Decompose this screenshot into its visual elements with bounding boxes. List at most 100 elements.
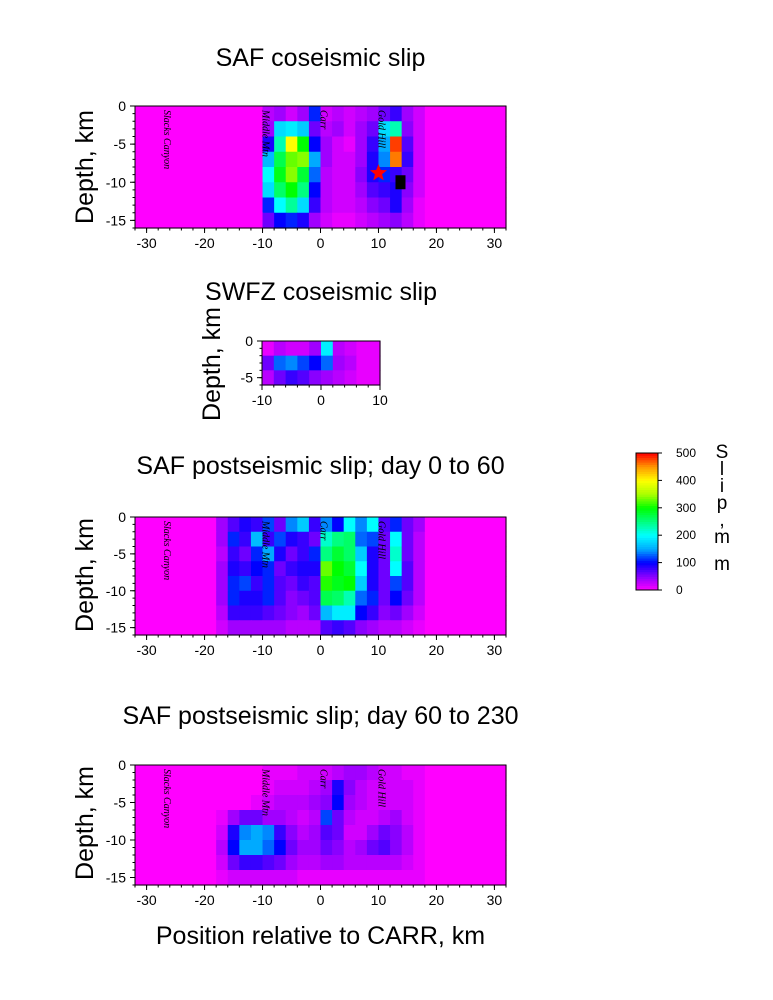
heatmap-cell — [239, 825, 252, 841]
heatmap-cell — [448, 795, 461, 811]
heatmap-cell — [216, 106, 229, 122]
heatmap-cell — [436, 780, 449, 796]
heatmap-cell — [471, 810, 484, 826]
heatmap-cell — [158, 167, 171, 183]
heatmap-cell — [424, 167, 438, 183]
heatmap-cell — [169, 167, 182, 183]
heatmap-cell — [482, 620, 495, 636]
heatmap-cell — [192, 795, 206, 811]
heatmap-cell — [459, 870, 472, 886]
heatmap-cell — [482, 765, 495, 781]
heatmap-cell — [239, 212, 252, 229]
heatmap-cell — [135, 136, 148, 153]
heatmap-cell — [413, 810, 426, 826]
heatmap-cell — [482, 121, 495, 138]
heatmap-cell — [169, 855, 182, 871]
heatmap-cell — [366, 870, 380, 886]
heatmap-cell — [355, 182, 368, 199]
heatmap-cell — [355, 855, 368, 871]
heatmap-cell — [413, 561, 426, 577]
colorbar-segment — [636, 473, 658, 477]
heatmap-cell — [227, 212, 240, 229]
heatmap-cell — [355, 517, 368, 533]
heatmap-cell — [413, 840, 426, 856]
heatmap-cell — [459, 855, 472, 871]
heatmap-cell — [204, 765, 217, 781]
heatmap-cell — [250, 212, 264, 229]
heatmap-cell — [378, 590, 391, 607]
heatmap-cell — [471, 825, 484, 841]
heatmap-cell — [390, 840, 403, 856]
heatmap-cell — [424, 561, 438, 577]
colorbar-segment — [636, 462, 658, 465]
heatmap-cell — [192, 546, 206, 562]
heatmap-cell — [192, 561, 206, 577]
heatmap-cell — [366, 561, 380, 577]
heatmap-cell — [192, 531, 206, 548]
heatmap-cell — [239, 810, 252, 826]
heatmap-cell — [413, 855, 426, 871]
heatmap-cell — [204, 561, 217, 577]
heatmap-cell — [436, 590, 449, 607]
heatmap-cell — [459, 531, 472, 548]
heatmap-cell — [227, 840, 240, 856]
y-axis-label: Depth, km — [71, 110, 99, 224]
colorbar-segment — [636, 580, 658, 584]
heatmap-cell — [262, 561, 275, 577]
heatmap-cell — [250, 590, 264, 607]
heatmap-cell — [308, 546, 322, 562]
colorbar-segment — [636, 528, 658, 532]
heatmap-cell — [482, 167, 495, 183]
x-tick-label: 30 — [487, 892, 503, 908]
heatmap-cell — [169, 840, 182, 856]
heatmap-cell — [239, 590, 252, 607]
heatmap-cell — [262, 765, 275, 781]
colorbar-tick-label: 200 — [676, 528, 696, 542]
square-marker — [395, 175, 406, 190]
colorbar-tick-label: 100 — [676, 556, 696, 570]
heatmap-cell — [436, 840, 449, 856]
heatmap-cell — [320, 167, 333, 183]
heatmap-cell — [366, 780, 380, 796]
heatmap-cell — [424, 517, 438, 533]
heatmap-cell — [135, 780, 148, 796]
heatmap-cell — [355, 197, 368, 214]
heatmap-cell — [494, 765, 507, 781]
heatmap-cell — [227, 517, 240, 533]
heatmap-cell — [332, 810, 345, 826]
heatmap-cell — [239, 576, 252, 592]
heatmap-cell — [424, 810, 438, 826]
heatmap-cell — [343, 576, 356, 592]
heatmap-cell — [216, 561, 229, 577]
heatmap-cell — [135, 576, 148, 592]
heatmap-cell — [146, 546, 159, 562]
heatmap-cell — [494, 151, 507, 168]
heatmap-cell — [250, 546, 264, 562]
colorbar-segment — [636, 526, 658, 529]
colorbar-segment — [636, 558, 658, 561]
heatmap-cell — [274, 167, 287, 183]
heatmap-cell — [262, 620, 275, 636]
heatmap-cell — [448, 106, 461, 122]
heatmap-cell — [262, 167, 275, 183]
heatmap-cell — [343, 840, 356, 856]
heatmap-cell — [366, 106, 380, 122]
heatmap-cell — [368, 355, 381, 371]
heatmap-cell — [135, 106, 148, 122]
heatmap-cell — [262, 780, 275, 796]
heatmap-cell — [355, 136, 368, 153]
y-tick-label: 0 — [118, 509, 126, 525]
heatmap-cell — [366, 576, 380, 592]
heatmap-cell — [169, 182, 182, 199]
heatmap-cell — [413, 605, 426, 621]
heatmap-cell — [494, 795, 507, 811]
heatmap-cell — [459, 546, 472, 562]
heatmap-cell — [459, 620, 472, 636]
heatmap-cell — [343, 121, 356, 138]
heatmap-cell — [459, 810, 472, 826]
heatmap-cell — [297, 765, 310, 781]
y-tick-label: 0 — [245, 333, 253, 349]
heatmap-cell — [158, 840, 171, 856]
heatmap-cell — [239, 620, 252, 636]
heatmap-cell — [401, 825, 414, 841]
